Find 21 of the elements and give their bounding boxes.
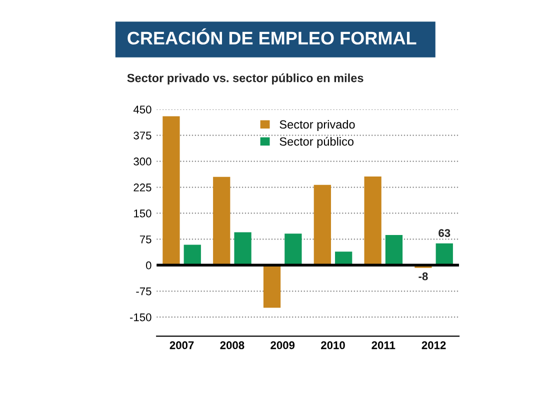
y-tick-label: 300 xyxy=(134,158,152,166)
x-tick-label: 2008 xyxy=(220,341,244,350)
legend-label: Sector público xyxy=(280,136,354,148)
y-tick-label: 375 xyxy=(134,132,152,140)
x-tick-label: 2009 xyxy=(270,341,295,350)
x-tick-label: 2007 xyxy=(170,341,194,350)
data-label: -8 xyxy=(418,272,428,280)
x-tick-label: 2010 xyxy=(321,341,345,350)
y-tick-label: 75 xyxy=(140,236,152,244)
y-tick-label: 225 xyxy=(134,184,152,192)
chart-title: CREACIÓN DE EMPLEO FORMAL xyxy=(128,28,416,45)
data-label: 63 xyxy=(438,229,450,238)
y-tick-label: -150 xyxy=(130,313,152,322)
chart-subtitle: Sector privado vs. sector público en miles xyxy=(127,73,364,85)
y-tick-label: -75 xyxy=(136,288,152,296)
legend-label: Sector privado xyxy=(280,120,355,131)
y-tick-label: 450 xyxy=(133,106,152,114)
y-tick-label: 0 xyxy=(146,261,152,270)
x-tick-label: 2012 xyxy=(422,341,446,350)
y-tick-label: 150 xyxy=(134,209,152,218)
x-tick-label: 2011 xyxy=(372,341,396,350)
